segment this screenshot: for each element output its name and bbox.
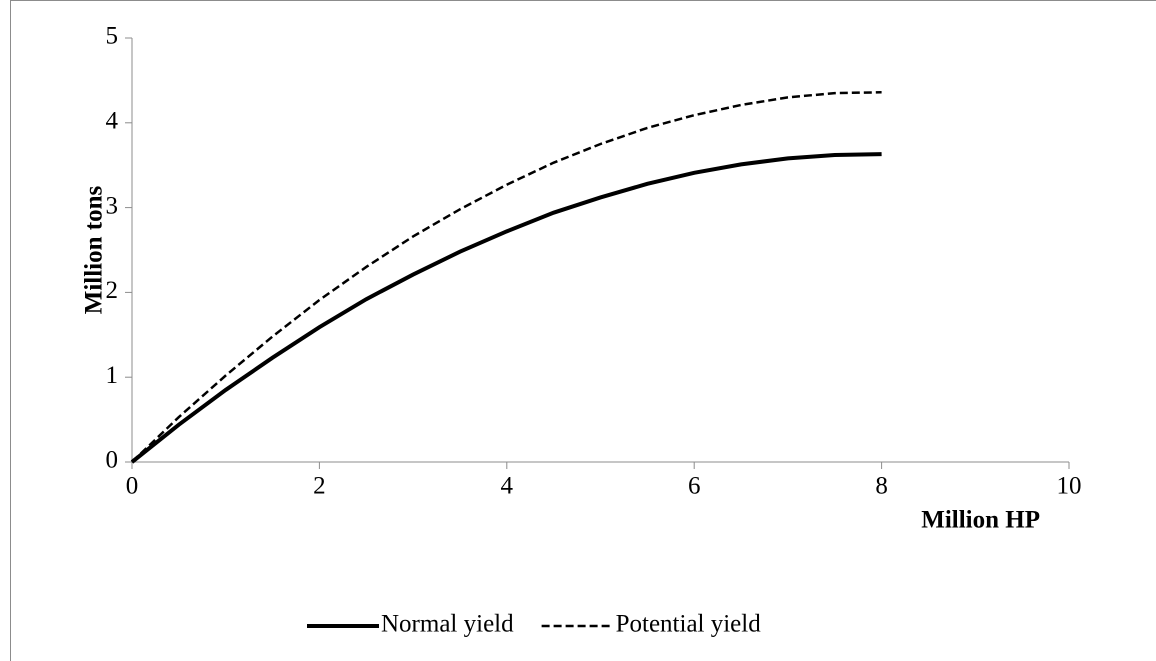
y-tick-label: 5	[106, 23, 119, 50]
x-tick-label: 8	[875, 473, 888, 500]
legend-label: Normal yield	[381, 611, 514, 638]
series-line	[131, 91, 882, 463]
series-line	[130, 152, 882, 464]
x-tick-label: 2	[313, 473, 326, 500]
x-tick-label: 10	[1057, 473, 1082, 500]
y-tick-label: 0	[106, 447, 119, 474]
x-tick-label: 4	[501, 473, 514, 500]
y-tick-label: 1	[106, 362, 119, 389]
x-tick-label: 6	[688, 473, 701, 500]
y-tick-label: 4	[106, 108, 119, 135]
y-tick-label: 2	[106, 277, 119, 304]
y-axis-title: Million tons	[81, 185, 108, 314]
y-tick-label: 3	[106, 192, 119, 219]
x-axis-title: Million HP	[921, 507, 1040, 534]
chart-border	[10, 0, 1156, 661]
legend-label: Potential yield	[616, 611, 762, 638]
x-tick-label: 0	[126, 473, 139, 500]
